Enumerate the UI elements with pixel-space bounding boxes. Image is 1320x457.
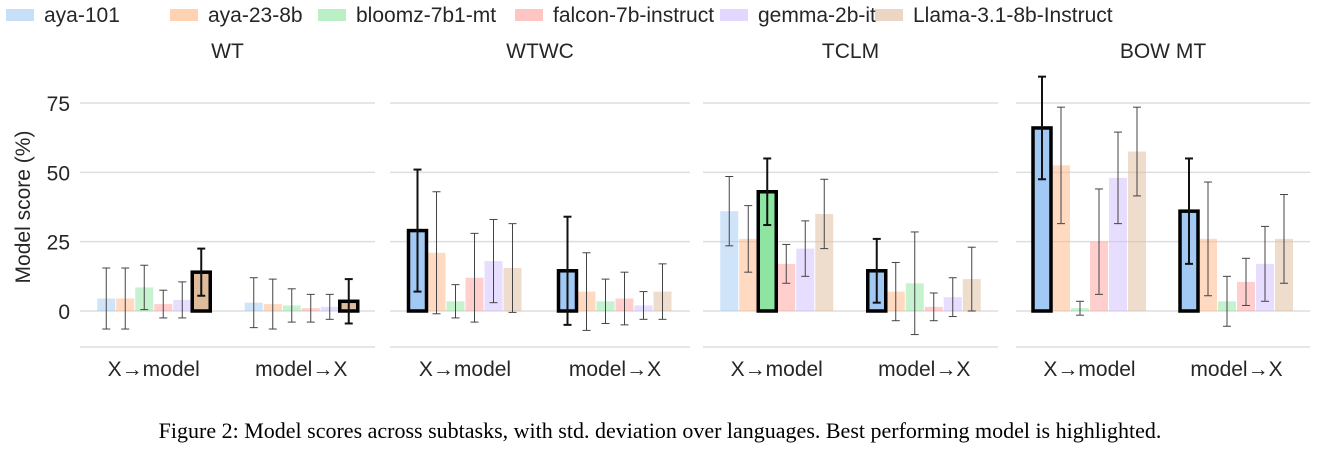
- bar: [1052, 165, 1070, 311]
- x-tick-label: X→model: [731, 358, 823, 381]
- x-tick-label: model→X: [1190, 358, 1282, 381]
- x-tick-label: X→model: [108, 358, 200, 381]
- y-tick-label: 75: [47, 93, 70, 116]
- legend-swatch: [720, 9, 748, 21]
- y-tick-label: 25: [47, 232, 70, 255]
- legend-label: aya-23-8b: [208, 4, 303, 27]
- bar: [777, 263, 796, 311]
- bar: [796, 248, 815, 311]
- bar: [720, 211, 739, 311]
- panel-title: WTWC: [506, 40, 574, 63]
- legend-label: gemma-2b-it: [758, 4, 876, 27]
- legend-swatch: [875, 9, 903, 21]
- x-tick-label: model→X: [878, 358, 970, 381]
- panel-title: WT: [211, 40, 244, 63]
- bar: [739, 238, 758, 311]
- figure-caption: Figure 2: Model scores across subtasks, …: [158, 418, 1162, 443]
- panel-title: TCLM: [822, 40, 879, 63]
- bar: [1128, 151, 1146, 311]
- chart: aya-101 aya-23-8b bloomz-7b1-mt falcon-7b-i…: [6, 4, 1310, 381]
- y-tick-label: 0: [58, 301, 70, 324]
- legend-swatch: [318, 9, 346, 21]
- legend-label: aya-101: [44, 4, 120, 27]
- y-tick-label: 50: [47, 162, 70, 185]
- panel-title: BOW MT: [1120, 40, 1206, 63]
- bar: [1109, 177, 1127, 311]
- legend-swatch: [515, 9, 543, 21]
- legend-label: falcon-7b-instruct: [553, 4, 714, 27]
- legend-swatch: [6, 9, 34, 21]
- x-tick-label: X→model: [1043, 358, 1135, 381]
- y-axis-label: Model score (%): [12, 131, 35, 284]
- legend-label: bloomz-7b1-mt: [356, 4, 496, 27]
- legend-swatch: [170, 9, 198, 21]
- bar: [815, 213, 834, 311]
- x-tick-label: model→X: [255, 358, 347, 381]
- x-tick-label: X→model: [419, 358, 511, 381]
- x-tick-label: model→X: [569, 358, 661, 381]
- legend-label: Llama-3.1-8b-Instruct: [913, 4, 1113, 27]
